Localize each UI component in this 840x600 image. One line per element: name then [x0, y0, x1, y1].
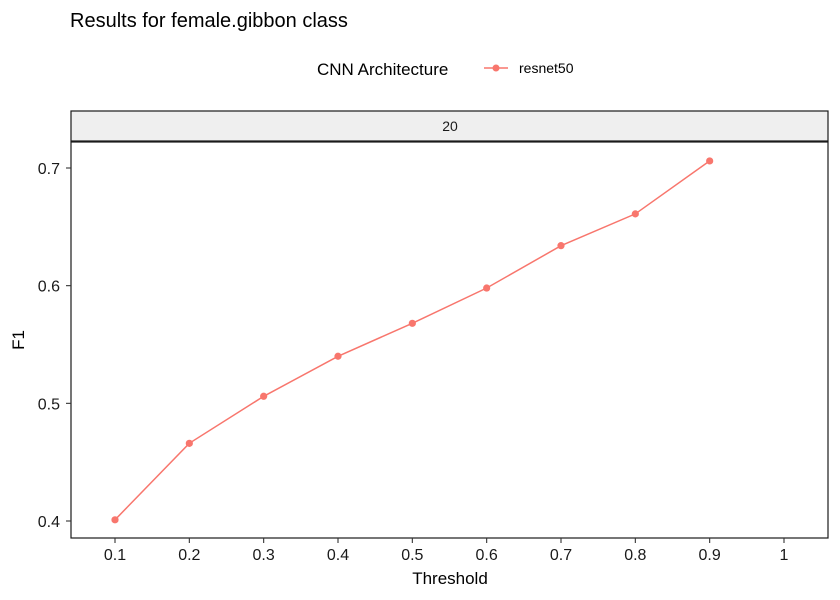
- x-tick-label: 0.6: [476, 547, 498, 564]
- chart-title: Results for female.gibbon class: [70, 10, 348, 32]
- y-axis-label: F1: [9, 330, 28, 350]
- legend-entry-resnet50: resnet50: [519, 60, 574, 76]
- x-tick-label: 0.4: [327, 547, 349, 564]
- facet-strip: 20: [70, 110, 829, 142]
- x-tick-label: 0.8: [624, 547, 646, 564]
- x-tick-label: 1: [780, 547, 789, 564]
- data-point: [631, 210, 639, 218]
- y-tick-label: 0.7: [38, 161, 60, 178]
- facet-strip-label: 20: [442, 118, 458, 134]
- data-point: [483, 284, 491, 292]
- data-point: [334, 352, 342, 360]
- legend-title: CNN Architecture: [317, 60, 448, 79]
- x-tick-label: 0.2: [178, 547, 200, 564]
- data-point: [408, 319, 416, 327]
- data-point: [185, 439, 193, 447]
- data-point: [111, 516, 119, 524]
- facet-strip-box: [70, 110, 829, 142]
- data-point: [260, 392, 268, 400]
- x-tick-label: 0.3: [253, 547, 275, 564]
- x-tick-label: 0.7: [550, 547, 572, 564]
- legend-key-point: [492, 64, 500, 72]
- x-axis: 0.1 0.2 0.3 0.4 0.5 0.6 0.7 0.8 0.9 1: [104, 538, 789, 564]
- legend: CNN Architecture resnet50: [317, 60, 574, 79]
- y-tick-label: 0.5: [38, 396, 60, 413]
- x-tick-label: 0.9: [699, 547, 721, 564]
- y-tick-label: 0.4: [38, 514, 60, 531]
- y-tick-label: 0.6: [38, 279, 60, 296]
- series-layer: [111, 157, 714, 524]
- data-point: [557, 242, 565, 250]
- y-axis: 0.4 0.5 0.6 0.7: [38, 161, 71, 531]
- x-tick-label: 0.5: [401, 547, 423, 564]
- x-tick-label: 0.1: [104, 547, 126, 564]
- data-point: [706, 157, 714, 165]
- plot-panel: [70, 141, 829, 539]
- x-axis-label: Threshold: [412, 569, 488, 588]
